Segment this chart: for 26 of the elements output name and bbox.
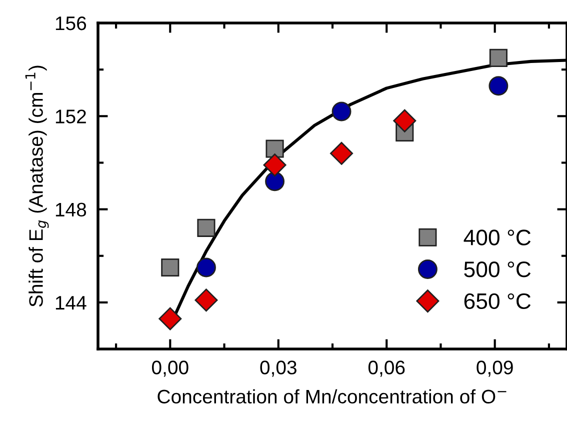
x-tick-label: 0,09 — [476, 360, 513, 377]
point — [158, 307, 182, 330]
point — [265, 172, 284, 192]
point — [161, 258, 180, 277]
y-tick-label: 144 — [56, 296, 86, 310]
point — [332, 102, 352, 122]
point — [330, 142, 354, 165]
point — [197, 218, 216, 237]
y-tick-label: 152 — [56, 110, 86, 124]
legend-label: 650 °C — [464, 293, 531, 310]
point — [194, 288, 218, 312]
x-tick-label: 0,06 — [368, 360, 405, 377]
y-axis-title: Shift of E$_{g}$ (Anatase) (cm$^{−1}$) — [25, 66, 49, 307]
legend-label: 400 °C — [464, 230, 531, 246]
point — [266, 140, 284, 158]
x-tick-label: 0,00 — [152, 360, 188, 377]
x-axis-title: Concentration of Mn/concentration of O$^{−}$ — [158, 389, 506, 404]
point — [488, 76, 508, 96]
x-tick-label: 0,03 — [260, 360, 296, 377]
point — [196, 258, 216, 278]
point — [393, 109, 416, 132]
legend-label: 500 °C — [464, 261, 531, 278]
y-tick-label: 148 — [56, 202, 86, 217]
point — [489, 48, 508, 67]
point — [263, 154, 286, 177]
y-tick-label: 156 — [56, 16, 86, 30]
